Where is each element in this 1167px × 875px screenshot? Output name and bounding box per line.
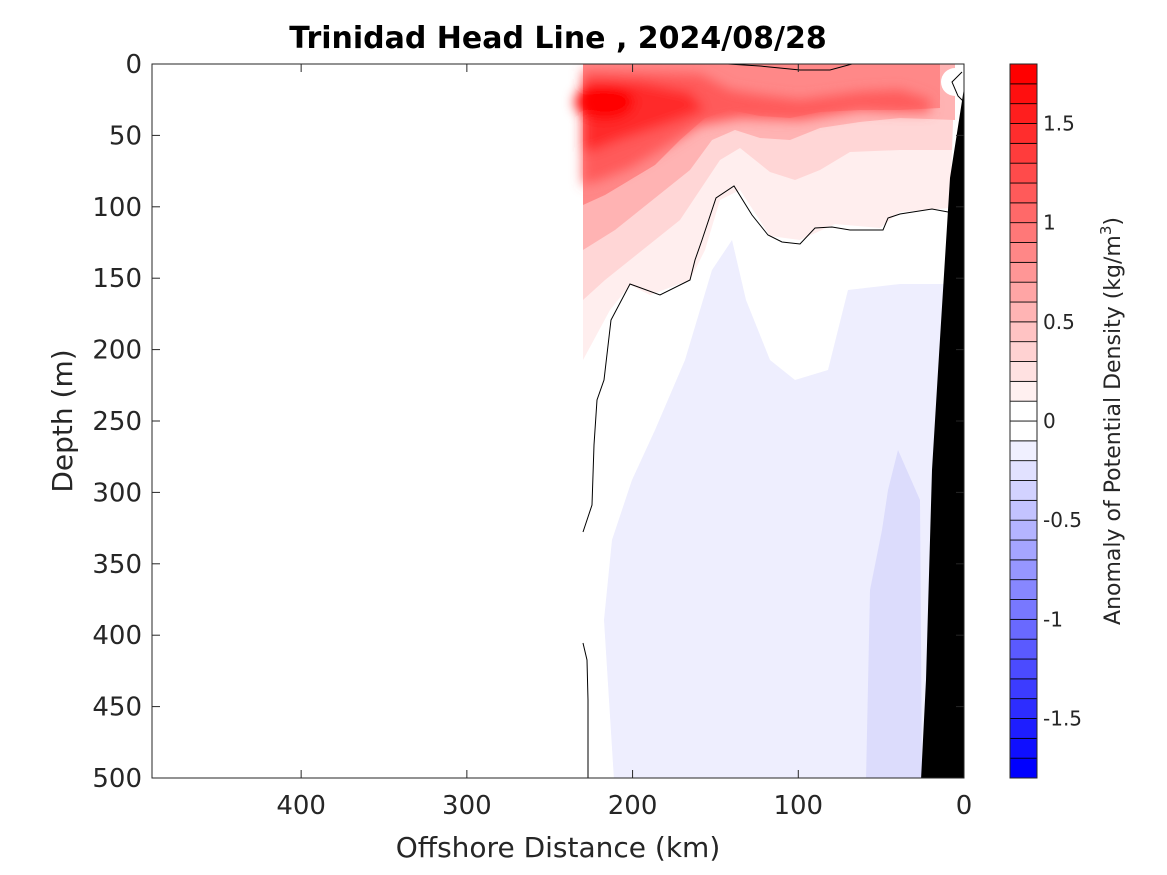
y-tick-label: 450	[92, 693, 142, 723]
zero-contour-line	[582, 185, 956, 533]
negative-anomaly-region-deep	[866, 450, 922, 778]
colorbar-label-superscript: 3	[1097, 226, 1115, 236]
colorbar-level	[1009, 123, 1038, 144]
colorbar-level	[1009, 618, 1038, 640]
y-tick-label: 300	[92, 478, 142, 508]
y-tick-label: 0	[125, 50, 142, 80]
colorbar-level	[1009, 737, 1038, 759]
seafloor-bathymetry	[921, 88, 964, 778]
density-anomaly-field	[575, 64, 964, 778]
colorbar-tick-label: 1.5	[1043, 112, 1075, 136]
colorbar-level	[1009, 480, 1038, 501]
colorbar-level	[1009, 519, 1038, 541]
y-tick-label: 500	[92, 764, 142, 794]
colorbar-tick-label: -1.5	[1043, 707, 1082, 731]
colorbar-level	[1009, 718, 1038, 739]
y-tick-label: 350	[92, 550, 142, 580]
colorbar-level	[1009, 242, 1038, 263]
colorbar-level	[1009, 460, 1038, 481]
colorbar-level	[1009, 103, 1038, 124]
y-tick-label: 50	[109, 121, 142, 151]
x-tick-label: 0	[956, 791, 973, 821]
colorbar-label-main: Anomaly of Potential Density (kg/m	[1101, 235, 1126, 625]
colorbar-level	[1009, 142, 1038, 164]
y-tick-label: 100	[92, 193, 142, 223]
colorbar-tick-label: -0.5	[1043, 508, 1082, 532]
negative-anomaly-region	[604, 240, 944, 778]
colorbar-label-end: )	[1101, 217, 1126, 226]
colorbar-level	[1009, 400, 1038, 422]
colorbar-level	[1009, 361, 1038, 382]
colorbar-level	[1009, 182, 1038, 204]
colorbar-bands	[1009, 63, 1038, 779]
zero-contour-line	[582, 642, 589, 778]
colorbar-level	[1009, 162, 1038, 184]
colorbar-level	[1009, 698, 1038, 719]
y-tick-label: 150	[92, 264, 142, 294]
y-tick-label: 400	[92, 621, 142, 651]
y-tick-label: 250	[92, 407, 142, 437]
colorbar-level	[1009, 222, 1038, 243]
x-tick-label: 400	[276, 791, 326, 821]
colorbar-level	[1009, 757, 1038, 779]
colorbar-tick-label: 0	[1043, 409, 1056, 433]
y-axis-label: Depth (m)	[46, 349, 79, 492]
colorbar-tick-label: 1	[1043, 211, 1056, 235]
x-tick-label: 100	[773, 791, 823, 821]
colorbar-level	[1009, 599, 1038, 620]
colorbar-tick-label: 0.5	[1043, 310, 1075, 334]
chart-title: Trinidad Head Line , 2024/08/28	[289, 21, 826, 56]
colorbar-level	[1009, 341, 1038, 362]
colorbar-level	[1009, 281, 1038, 303]
colorbar-level	[1009, 83, 1038, 105]
colorbar-level	[1009, 579, 1038, 600]
x-tick-label: 300	[442, 791, 492, 821]
zero-contour-line	[951, 71, 964, 103]
zero-contour-line	[727, 64, 853, 71]
colorbar-ticks: 1.5 1 0.5 0 -0.5 -1 -1.5	[1043, 112, 1082, 731]
colorbar-level	[1009, 321, 1038, 343]
surface-whiteout	[941, 68, 964, 96]
y-tick-label: 200	[92, 336, 142, 366]
colorbar-frame	[1009, 63, 1038, 779]
colorbar: 1.5 1 0.5 0 -0.5 -1 -1.5	[1009, 63, 1082, 779]
x-axis-ticks: 400 300 200 100 0	[276, 64, 972, 821]
colorbar-level	[1009, 202, 1038, 224]
colorbar-level	[1009, 678, 1038, 700]
colorbar-label: Anomaly of Potential Density (kg/m3)	[1097, 217, 1126, 625]
colorbar-level	[1009, 301, 1038, 323]
positive-anomaly-maximum	[575, 84, 635, 120]
x-tick-label: 200	[608, 791, 658, 821]
y-axis-ticks: 0 50 100 150 200 250 300 350 400 450 500	[92, 50, 964, 794]
colorbar-tick-label: -1	[1043, 607, 1063, 631]
colorbar-level	[1009, 638, 1038, 660]
colorbar-level	[1009, 499, 1038, 521]
colorbar-level	[1009, 440, 1038, 462]
x-axis-label: Offshore Distance (km)	[396, 831, 721, 864]
colorbar-level	[1009, 539, 1038, 561]
colorbar-level	[1009, 559, 1038, 581]
colorbar-level	[1009, 658, 1038, 680]
colorbar-level	[1009, 420, 1038, 442]
colorbar-level	[1009, 261, 1038, 283]
colorbar-level	[1009, 380, 1038, 402]
colorbar-level	[1009, 63, 1038, 85]
